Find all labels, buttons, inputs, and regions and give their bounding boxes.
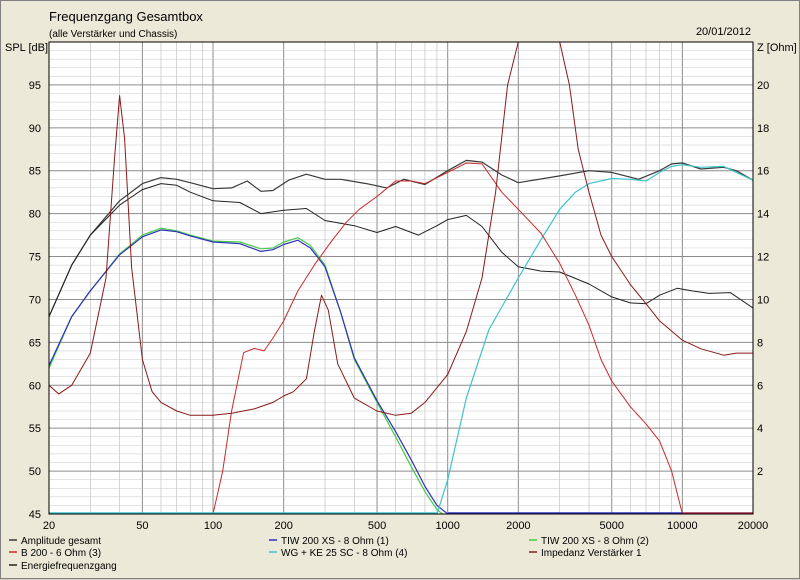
legend: Amplitude gesamt TIW 200 XS - 8 Ohm (1) TI… (9, 536, 649, 572)
y-tick-label: 50 (29, 466, 41, 478)
y-tick-label: 75 (29, 252, 41, 264)
series-line (436, 164, 753, 514)
y2-tick-label: 8 (757, 337, 763, 349)
plot-area (49, 42, 753, 514)
legend-label: B 200 - 6 Ohm (3) (21, 548, 101, 559)
series-line (49, 227, 443, 514)
y-tick-label: 60 (29, 380, 41, 392)
x-tick-label: 2000 (506, 520, 530, 532)
y-tick-label: 65 (29, 337, 41, 349)
legend-label: Amplitude gesamt (21, 536, 101, 547)
legend-label: Impedanz Verstärker 1 (541, 548, 642, 559)
y-tick-label: 45 (29, 509, 41, 521)
y2-tick-label: 20 (757, 80, 769, 92)
chart-subtitle: (alle Verstärker und Chassis) (49, 29, 177, 40)
y2-tick-label: 12 (757, 252, 769, 264)
y2-tick-label: 4 (757, 423, 763, 435)
chart-date: 20/01/2012 (696, 26, 751, 38)
x-tick-label: 20 (43, 520, 55, 532)
y-tick-label: 80 (29, 209, 41, 221)
x-tick-label: 50 (136, 520, 148, 532)
x-tick-label: 100 (204, 520, 222, 532)
plot-border (48, 41, 754, 515)
x-tick-label: 1000 (435, 520, 459, 532)
series-line (49, 183, 753, 317)
legend-label: TIW 200 XS - 8 Ohm (2) (541, 536, 649, 547)
series-group (49, 42, 753, 514)
y2-axis-label: Z [Ohm] (757, 42, 797, 54)
y2-tick-label: 2 (757, 466, 763, 478)
y-tick-label: 85 (29, 166, 41, 178)
grid (49, 42, 753, 514)
x-tick-label: 5000 (599, 520, 623, 532)
legend-label: Energiefrequenzgang (21, 561, 117, 572)
x-tick-label: 200 (274, 520, 292, 532)
y-axis-label: SPL [dB] (5, 42, 48, 54)
tick-labels: 20 50 100 200 500 1000 2000 5000 10000 20000 45 50 5… (29, 80, 770, 532)
x-tick-label: 10000 (667, 520, 698, 532)
y-tick-label: 70 (29, 294, 41, 306)
y2-tick-label: 10 (757, 294, 769, 306)
y2-tick-label: 6 (757, 380, 763, 392)
y-tick-label: 90 (29, 123, 41, 135)
series-line (212, 162, 683, 514)
legend-label: TIW 200 XS - 8 Ohm (1) (281, 536, 389, 547)
y-tick-label: 95 (29, 80, 41, 92)
series-line (49, 42, 753, 416)
y2-tick-label: 18 (757, 123, 769, 135)
y2-tick-label: 14 (757, 209, 769, 221)
series-line (49, 229, 449, 514)
y-tick-label: 55 (29, 423, 41, 435)
legend-label: WG + KE 25 SC - 8 Ohm (4) (281, 548, 407, 559)
x-tick-label: 500 (368, 520, 386, 532)
chart-title: Frequenzgang Gesamtbox (49, 9, 203, 24)
y2-tick-label: 16 (757, 166, 769, 178)
x-tick-label: 20000 (738, 520, 769, 532)
